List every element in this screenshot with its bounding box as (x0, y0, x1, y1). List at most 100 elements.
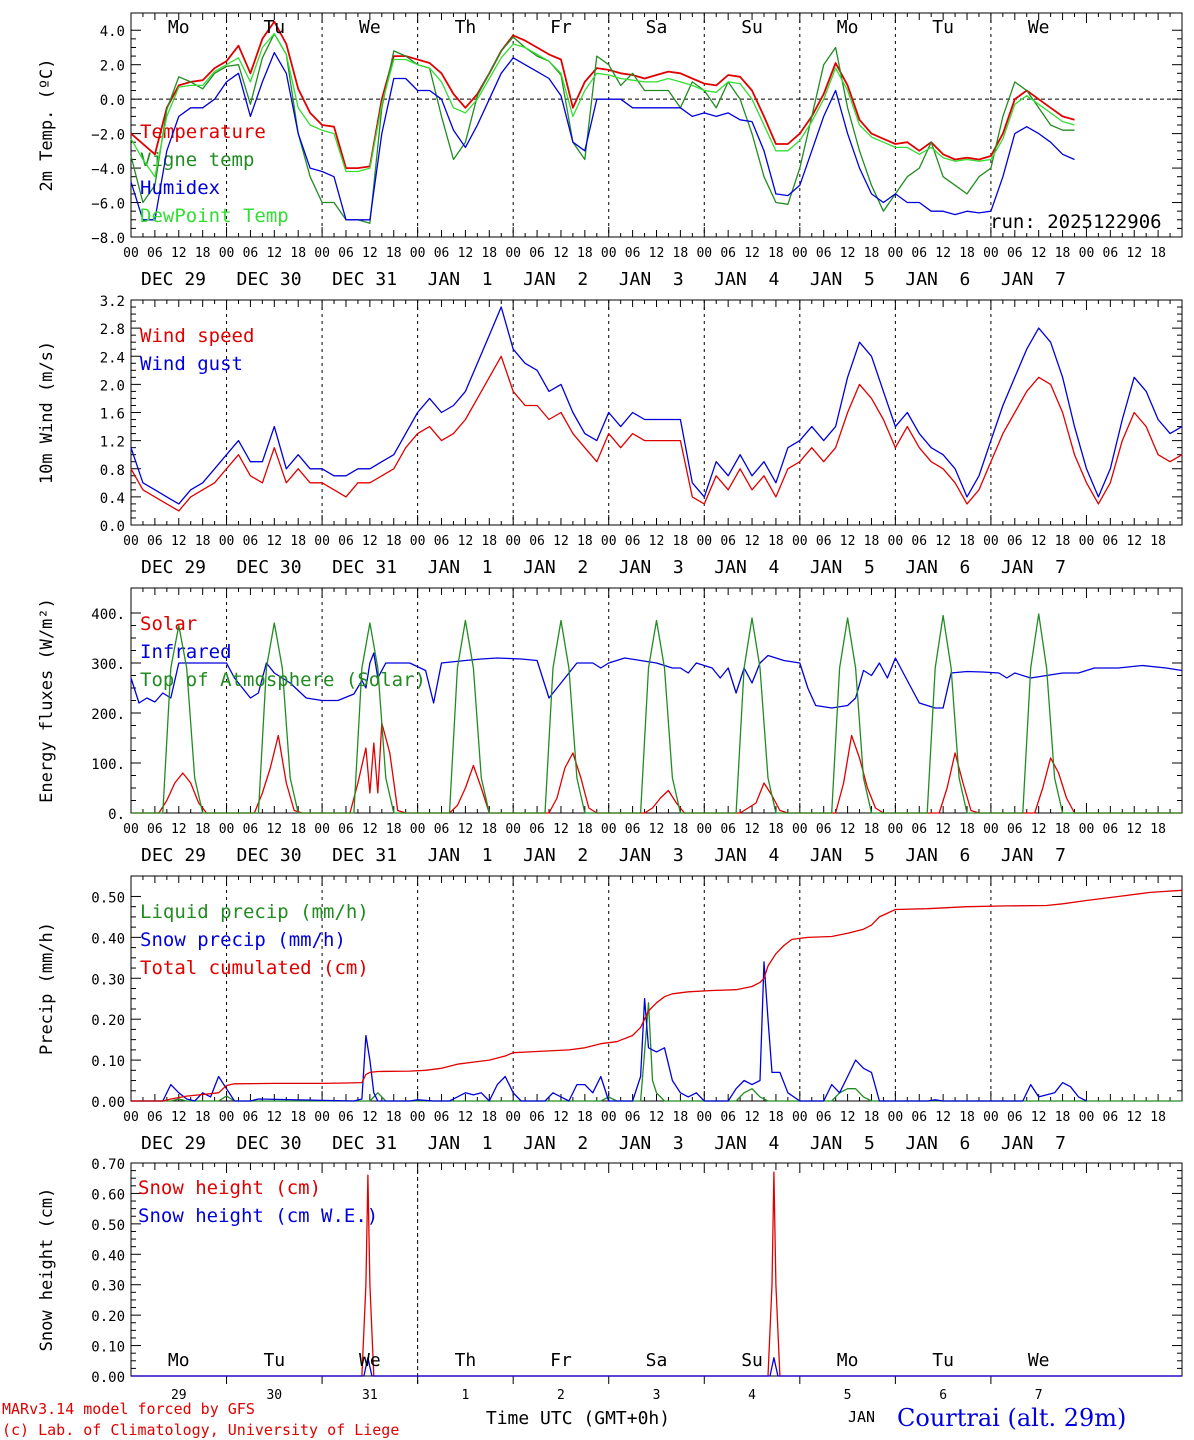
hour-label: 12 (171, 534, 187, 549)
hour-label: 06 (434, 534, 450, 549)
series-line-dewpoint-temp (130, 33, 1075, 178)
date-label: JAN 5 (810, 845, 875, 866)
date-label: DEC 30 (237, 557, 302, 578)
legend-entry: Temperature (140, 121, 266, 143)
date-label: JAN 5 (810, 557, 875, 578)
hour-label: 06 (529, 822, 545, 837)
hour-label: 00 (1079, 1110, 1095, 1125)
lab-credit: (c) Lab. of Climatology, University of L… (2, 1421, 399, 1439)
hour-label: 12 (840, 1110, 856, 1125)
hour-label: 12 (840, 246, 856, 261)
y-tick-label: 0.0 (100, 519, 125, 535)
series-line-humidex (130, 51, 1075, 221)
day-number: 3 (653, 1388, 661, 1403)
hour-label: 00 (505, 822, 521, 837)
day-name: Su (741, 17, 763, 38)
y-tick-label: 0.4 (100, 491, 125, 507)
day-name: Th (455, 17, 477, 38)
hour-label: 00 (792, 822, 808, 837)
series-line-wind-speed (130, 355, 1183, 512)
hour-label: 12 (935, 1110, 951, 1125)
series-line-wind-gust (130, 306, 1183, 505)
hour-label: 18 (673, 534, 689, 549)
station-label: Courtrai (alt. 29m) (897, 1404, 1126, 1432)
date-label: DEC 30 (237, 269, 302, 290)
hour-label: 00 (888, 246, 904, 261)
hour-label: 18 (386, 822, 402, 837)
date-label: DEC 29 (141, 845, 206, 866)
legend-entry: Total cumulated (cm) (140, 957, 369, 979)
series-line-temperature (130, 20, 1075, 170)
hour-label: 06 (338, 1110, 354, 1125)
hour-label: 18 (768, 822, 784, 837)
hour-label: 18 (577, 246, 593, 261)
y-axis-label: 2m Temp. (ºC) (37, 58, 57, 191)
hour-label: 06 (911, 822, 927, 837)
hour-label: 00 (410, 822, 426, 837)
day-name: Th (455, 1350, 477, 1371)
hour-label: 00 (983, 246, 999, 261)
hour-label: 12 (935, 246, 951, 261)
date-label: JAN 3 (619, 845, 684, 866)
y-axis-label: Energy fluxes (W/m²) (37, 598, 57, 803)
y-tick-label: 1.2 (100, 435, 125, 451)
hour-label: 00 (601, 246, 617, 261)
hour-label: 18 (673, 1110, 689, 1125)
hour-label: 06 (816, 534, 832, 549)
hour-label: 06 (911, 1110, 927, 1125)
day-name: Tu (932, 17, 954, 38)
date-label: JAN 7 (1001, 1133, 1066, 1154)
date-label: JAN 3 (619, 269, 684, 290)
date-label: JAN 1 (428, 845, 493, 866)
day-name: Fr (550, 17, 572, 38)
hour-label: 12 (362, 246, 378, 261)
hour-label: 00 (1079, 822, 1095, 837)
hour-label: 06 (625, 246, 641, 261)
hour-label: 06 (720, 1110, 736, 1125)
hour-label: 06 (1103, 822, 1119, 837)
hour-label: 12 (1126, 534, 1142, 549)
hour-label: 18 (386, 534, 402, 549)
hour-label: 12 (840, 822, 856, 837)
date-label: JAN 7 (1001, 557, 1066, 578)
hour-label: 12 (1031, 822, 1047, 837)
hour-label: 18 (1150, 822, 1166, 837)
hour-label: 00 (1079, 534, 1095, 549)
day-name: Mo (837, 17, 859, 38)
hour-label: 18 (959, 534, 975, 549)
y-tick-label: 0.40 (91, 931, 125, 947)
hour-label: 12 (266, 1110, 282, 1125)
hour-label: 06 (720, 246, 736, 261)
hour-label: 12 (744, 246, 760, 261)
hour-label: 06 (147, 534, 163, 549)
y-tick-label: −2.0 (91, 128, 125, 144)
hour-label: 12 (266, 246, 282, 261)
hour-label: 18 (959, 246, 975, 261)
hour-label: 06 (720, 822, 736, 837)
y-tick-label: 2.8 (100, 322, 125, 338)
hour-label: 18 (290, 1110, 306, 1125)
hour-label: 06 (911, 246, 927, 261)
day-name: Mo (837, 1350, 859, 1371)
date-label: DEC 31 (332, 845, 397, 866)
y-tick-label: 0.0 (100, 93, 125, 109)
hour-label: 12 (1031, 246, 1047, 261)
y-axis-label: Snow height (cm) (37, 1188, 57, 1352)
date-label: DEC 31 (332, 269, 397, 290)
hour-label: 18 (864, 534, 880, 549)
date-label: JAN 1 (428, 557, 493, 578)
legend-entry: Liquid precip (mm/h) (140, 901, 369, 923)
hour-label: 12 (744, 534, 760, 549)
hour-label: 06 (338, 822, 354, 837)
y-tick-label: 0.10 (91, 1054, 125, 1070)
series-line-snow-height-cm- (131, 1171, 1182, 1377)
run-label: run: 2025122906 (990, 211, 1162, 233)
date-label: JAN 6 (905, 1133, 970, 1154)
hour-label: 00 (1079, 246, 1095, 261)
day-name: We (1028, 17, 1050, 38)
hour-label: 06 (338, 534, 354, 549)
series-line-vigne-temp (130, 33, 1075, 224)
hour-label: 12 (362, 822, 378, 837)
hour-label: 00 (314, 534, 330, 549)
